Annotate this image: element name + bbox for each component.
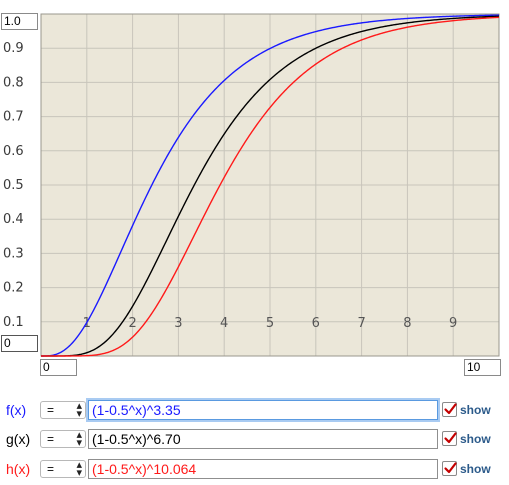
x-tick-label: 2 [128, 316, 136, 331]
show-label-g[interactable]: show [460, 432, 491, 446]
function-name-h: h(x) [6, 461, 31, 477]
checkmark-icon [444, 403, 457, 415]
y-max-input[interactable]: 1.0 [1, 13, 38, 30]
show-checkbox-g[interactable] [442, 431, 457, 446]
y-tick-label: 0.1 [3, 315, 24, 330]
series-line-hx [41, 16, 500, 357]
function-row-f: f(x) = ▴ ▾ (1-0.5^x)^3.35 show [0, 400, 509, 422]
updown-arrows-icon: ▴ ▾ [76, 400, 82, 420]
y-tick-label: 0.4 [3, 212, 24, 227]
y-tick-label: 0.2 [3, 281, 24, 296]
operator-select-g[interactable]: = ▴ ▾ [40, 429, 86, 449]
x-tick-label: 5 [266, 316, 274, 331]
y-tick-label: 0.8 [3, 75, 24, 90]
plot-area[interactable]: 0.10.20.30.40.50.60.70.80.91 2 3 4 5 6 7 8 9 [0, 0, 509, 380]
y-tick-label: 0.7 [3, 110, 24, 125]
series-line-gx [41, 15, 500, 357]
function-name-f: f(x) [6, 402, 27, 418]
operator-select-h[interactable]: = ▴ ▾ [40, 459, 86, 479]
y-tick-label: 0.3 [3, 246, 24, 261]
x-tick-label: 9 [449, 316, 457, 331]
function-name-g: g(x) [6, 431, 31, 447]
y-tick-label: 0.9 [3, 41, 24, 56]
operator-value-h: = [47, 462, 55, 476]
operator-value-g: = [47, 432, 55, 446]
show-checkbox-f[interactable] [442, 402, 457, 417]
x-max-input[interactable]: 10 [464, 359, 501, 376]
function-row-h: h(x) = ▴ ▾ (1-0.5^x)^10.064 show [0, 459, 509, 481]
show-checkbox-h[interactable] [442, 461, 457, 476]
y-tick-label: 0.6 [3, 144, 24, 159]
function-row-g: g(x) = ▴ ▾ (1-0.5^x)^6.70 show [0, 429, 509, 451]
x-tick-label: 8 [403, 316, 411, 331]
x-tick-label: 4 [220, 316, 228, 331]
operator-value-f: = [47, 403, 55, 417]
x-min-input[interactable]: 0 [40, 359, 77, 376]
updown-arrows-icon: ▴ ▾ [76, 459, 82, 479]
operator-select-f[interactable]: = ▴ ▾ [40, 400, 86, 420]
updown-arrows-icon: ▴ ▾ [76, 429, 82, 449]
y-tick-label: 0.5 [3, 178, 24, 193]
plot-frame [40, 13, 500, 357]
x-tick-label: 6 [312, 316, 320, 331]
series-line-fx [41, 14, 500, 357]
x-tick-label: 7 [357, 316, 365, 331]
show-label-f[interactable]: show [460, 403, 491, 417]
expression-input-h[interactable]: (1-0.5^x)^10.064 [88, 459, 438, 479]
show-label-h[interactable]: show [460, 462, 491, 476]
checkmark-icon [444, 432, 457, 444]
expression-input-g[interactable]: (1-0.5^x)^6.70 [88, 429, 438, 449]
x-tick-label: 3 [174, 316, 182, 331]
expression-input-f[interactable]: (1-0.5^x)^3.35 [88, 400, 438, 420]
y-min-input[interactable]: 0 [1, 335, 38, 352]
checkmark-icon [444, 462, 457, 474]
